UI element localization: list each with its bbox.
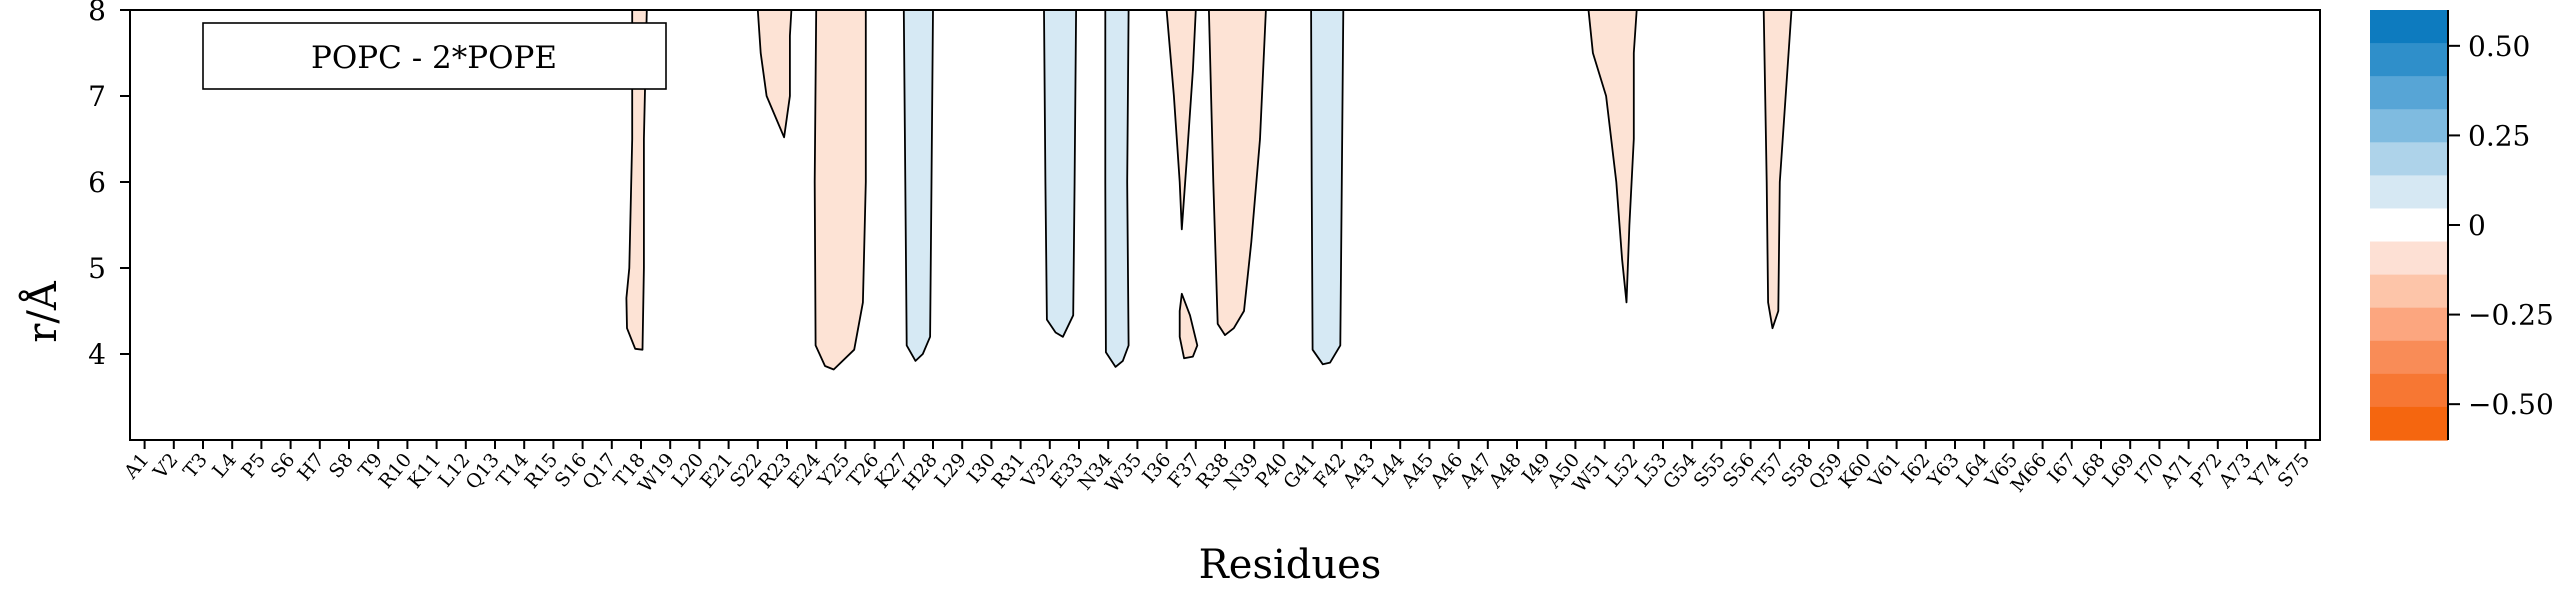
y-axis: 4 5 6 7 8 xyxy=(88,0,130,371)
y-tick-label: 5 xyxy=(88,252,106,285)
colorbar-level xyxy=(2370,208,2448,243)
legend-box-frame xyxy=(202,22,667,90)
contour-region-outline xyxy=(1208,9,1267,336)
contour-region-outline xyxy=(1104,9,1130,368)
contour-region-outline xyxy=(1587,9,1638,304)
contour-region-fill xyxy=(1311,10,1344,365)
x-tick-label: L4 xyxy=(208,449,241,482)
colorbar-level xyxy=(2370,76,2448,110)
colorbar-tick-label: 0 xyxy=(2468,209,2486,242)
colorbar-level xyxy=(2370,142,2448,176)
x-tick-label: V2 xyxy=(149,449,183,484)
contour-region-outline xyxy=(625,9,648,351)
y-tick-label: 6 xyxy=(88,166,106,199)
contour-region-fill xyxy=(1179,293,1198,359)
colorbar-level xyxy=(2370,175,2448,210)
contour-region-outline xyxy=(902,9,934,362)
y-tick-label: 8 xyxy=(88,0,106,27)
x-axis-title: Residues xyxy=(1199,542,1382,588)
contour-region-fill xyxy=(757,10,792,138)
x-tick-label: H7 xyxy=(293,449,328,485)
legend-box: POPC - 2*POPE xyxy=(202,22,667,90)
x-tick-label: T3 xyxy=(179,449,212,482)
colorbar-level xyxy=(2370,109,2448,143)
contour-region-fill xyxy=(903,10,933,361)
contour-region-outline xyxy=(813,9,867,371)
contour-region-fill xyxy=(1208,10,1266,336)
y-tick-label: 4 xyxy=(88,338,106,371)
colorbar-tick-label: −0.50 xyxy=(2468,388,2554,421)
contour-region-fill xyxy=(1105,10,1129,367)
y-tick-label: 7 xyxy=(88,80,106,113)
colorbar-tick-label: 0.25 xyxy=(2468,119,2530,152)
colorbar: 0.50 0.25 0 −0.25 −0.50 xyxy=(2370,10,2554,441)
contour-region-fill xyxy=(814,10,866,370)
contour-region-outline xyxy=(1043,9,1077,338)
colorbar-level xyxy=(2370,10,2448,44)
contour-region-fill xyxy=(626,10,647,350)
contour-region-outline xyxy=(1310,9,1345,366)
colorbar-level xyxy=(2370,307,2448,342)
y-axis-title: r/Å xyxy=(19,280,66,343)
x-tick-label: S75 xyxy=(2273,449,2314,492)
contour-regions xyxy=(625,9,1793,371)
colorbar-level xyxy=(2370,340,2448,375)
colorbar-level xyxy=(2370,406,2448,441)
contour-region-fill xyxy=(1166,10,1196,230)
x-tick-label: A1 xyxy=(119,449,153,484)
contour-region-fill xyxy=(1044,10,1077,337)
colorbar-level xyxy=(2370,43,2448,77)
contour-region-outline xyxy=(1178,292,1199,360)
contour-region-outline xyxy=(756,9,793,139)
legend-box-label: POPC - 2*POPE xyxy=(311,40,557,76)
contour-region-fill xyxy=(1763,10,1792,329)
colorbar-level xyxy=(2370,373,2448,408)
colorbar-level xyxy=(2370,241,2448,276)
x-tick-label: S6 xyxy=(266,449,299,482)
x-tick-label: S8 xyxy=(325,449,358,482)
x-axis: A1V2T3L4P5S6H7S8T9R10K11L12Q13T14R15S16Q… xyxy=(119,440,2314,497)
x-tick-label: P5 xyxy=(237,449,270,482)
contour-region-outline xyxy=(1165,9,1197,231)
colorbar-tick-label: −0.25 xyxy=(2468,299,2554,332)
contour-region-outline xyxy=(1762,9,1793,330)
colorbar-level xyxy=(2370,274,2448,309)
contour-region-fill xyxy=(1588,10,1637,303)
colorbar-tick-label: 0.50 xyxy=(2468,30,2530,63)
